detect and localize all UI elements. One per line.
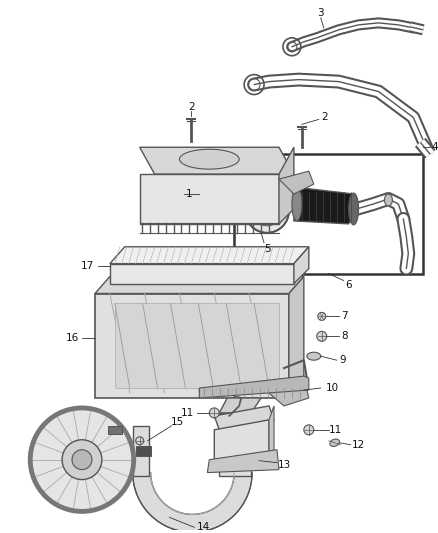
Circle shape [62, 440, 102, 480]
Bar [108, 426, 122, 434]
Polygon shape [219, 398, 261, 413]
Text: 14: 14 [197, 522, 210, 532]
Text: 9: 9 [339, 355, 346, 365]
Text: 13: 13 [277, 459, 290, 470]
Text: 5: 5 [264, 244, 270, 254]
Text: 8: 8 [341, 332, 348, 341]
Text: 11: 11 [329, 425, 343, 435]
Circle shape [318, 312, 326, 320]
Text: 12: 12 [352, 440, 365, 450]
Polygon shape [110, 247, 309, 264]
Circle shape [136, 437, 144, 445]
Polygon shape [269, 406, 274, 459]
Polygon shape [207, 450, 279, 473]
Text: 4: 4 [432, 142, 438, 152]
Text: 3: 3 [318, 8, 324, 18]
Text: 2: 2 [188, 102, 195, 112]
Text: 15: 15 [171, 417, 184, 427]
Polygon shape [199, 376, 309, 398]
Ellipse shape [349, 193, 359, 225]
Polygon shape [219, 413, 251, 475]
Polygon shape [95, 277, 304, 294]
Polygon shape [269, 376, 309, 406]
Polygon shape [140, 174, 279, 224]
Polygon shape [289, 277, 304, 398]
Polygon shape [279, 171, 314, 194]
Circle shape [245, 189, 289, 233]
Bar [136, 446, 151, 456]
Circle shape [209, 408, 219, 418]
Circle shape [304, 425, 314, 435]
Ellipse shape [307, 352, 321, 360]
Circle shape [252, 196, 282, 226]
Circle shape [72, 450, 92, 470]
Text: 7: 7 [341, 311, 348, 321]
Text: 10: 10 [326, 383, 339, 393]
Text: 2: 2 [321, 112, 328, 123]
Circle shape [30, 408, 134, 511]
Ellipse shape [330, 439, 339, 447]
Polygon shape [214, 406, 274, 430]
Polygon shape [214, 420, 269, 463]
Text: 17: 17 [81, 261, 95, 271]
Ellipse shape [292, 187, 302, 221]
Polygon shape [110, 264, 294, 284]
Polygon shape [294, 247, 309, 284]
Polygon shape [133, 473, 252, 532]
Polygon shape [95, 294, 289, 398]
Circle shape [317, 332, 327, 341]
Bar [133, 426, 148, 475]
Text: 16: 16 [65, 333, 79, 343]
Text: 6: 6 [345, 279, 352, 289]
Polygon shape [279, 147, 294, 224]
Text: 1: 1 [186, 189, 193, 199]
Ellipse shape [180, 149, 239, 169]
Text: 11: 11 [181, 408, 194, 418]
Polygon shape [115, 303, 279, 388]
Polygon shape [294, 187, 359, 224]
Ellipse shape [385, 194, 392, 206]
Polygon shape [140, 147, 294, 174]
Bar [234, 154, 423, 273]
